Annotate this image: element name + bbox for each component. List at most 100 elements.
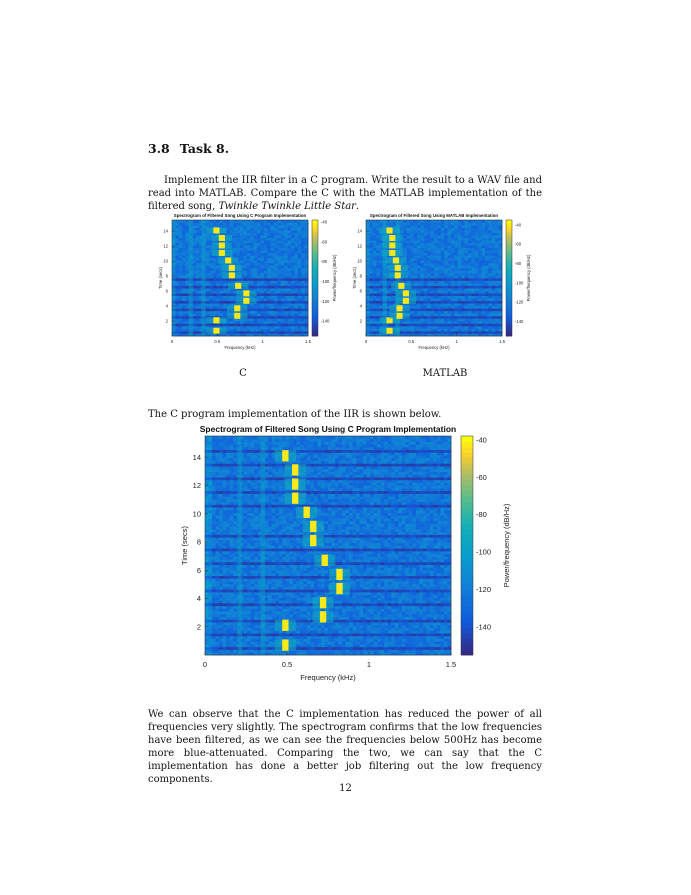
plot-frame [171, 219, 309, 337]
note-mark [382, 242, 403, 249]
note-mark [206, 227, 227, 234]
colorbar-tick-label: -100 [476, 548, 491, 557]
x-axis-label: Frequency (kHz) [225, 345, 257, 350]
section-title: Task 8. [179, 141, 230, 156]
caption-c: C [239, 368, 247, 379]
y-tick-label: 6 [360, 289, 363, 294]
colorbar-tick-label: -80 [321, 259, 328, 264]
y-tick-label: 6 [197, 566, 201, 575]
y-axis-label: Time (secs) [180, 526, 189, 565]
colorbar-tick-label: -60 [515, 242, 522, 247]
colorbar-label: Power/frequency (dB/Hz) [502, 503, 511, 587]
conclusion-paragraph: We can observe that the C implementation… [148, 709, 542, 785]
plot-frame [365, 219, 503, 337]
page-number: 12 [339, 783, 352, 794]
note-mark [284, 492, 306, 504]
colorbar-tick-label: -60 [476, 473, 487, 482]
y-axis-label: Time (secs) [158, 267, 163, 289]
note-mark [218, 257, 239, 264]
x-tick-label: 0.5 [214, 339, 220, 344]
colorbar [311, 219, 319, 337]
y-tick-label: 10 [357, 259, 362, 264]
colorbar-tick-label: -120 [476, 585, 491, 594]
y-tick-label: 2 [360, 319, 363, 324]
note-mark [236, 297, 257, 304]
y-tick-label: 12 [163, 244, 168, 249]
colorbar-tick-label: -120 [515, 300, 524, 305]
note-mark [387, 264, 408, 271]
note-mark [284, 478, 306, 490]
colorbar [505, 219, 513, 337]
colorbar-label: Power/frequency (dB/Hz) [526, 254, 531, 301]
y-tick-label: 2 [197, 622, 201, 631]
x-tick-label: 1 [367, 660, 371, 669]
note-mark [211, 242, 233, 249]
colorbar-tick-label: -140 [476, 623, 491, 632]
note-mark [227, 305, 248, 312]
section-number: 3.8 [148, 141, 170, 156]
y-tick-label: 6 [166, 289, 169, 294]
section-heading: 3.8 Task 8. [148, 141, 229, 156]
chart-title: Spectrogram of Filtered Song Using MATLA… [370, 213, 499, 218]
y-tick-label: 14 [193, 453, 201, 462]
colorbar-tick-label: -100 [515, 280, 524, 285]
x-tick-label: 0 [365, 339, 368, 344]
x-tick-label: 1 [261, 339, 264, 344]
intro-end: . [355, 201, 360, 212]
note-mark [236, 290, 257, 297]
note-mark [328, 582, 351, 595]
y-tick-label: 8 [360, 274, 363, 279]
colorbar-tick-label: -40 [515, 222, 522, 227]
colorbar-tick-label: -140 [321, 319, 330, 324]
y-tick-label: 4 [197, 594, 201, 603]
x-tick-label: 1.5 [499, 339, 505, 344]
y-tick-label: 8 [166, 274, 169, 279]
y-tick-label: 14 [357, 229, 362, 234]
colorbar-tick-label: -40 [321, 219, 328, 224]
song-title: Twinkle Twinkle Little Star [218, 201, 356, 212]
x-tick-label: 0 [203, 660, 207, 669]
note-mark [379, 227, 400, 234]
y-tick-label: 2 [166, 319, 169, 324]
colorbar-tick-label: -60 [321, 239, 328, 244]
spectrogram-c-small: 0 0.5 1 1.5 2 4 6 8 10 12 14 Spectrogram of Filtere… [158, 213, 337, 350]
y-tick-label: 14 [163, 229, 168, 234]
x-tick-label: 0.5 [282, 660, 292, 669]
note-mark [391, 282, 412, 289]
note-mark [385, 257, 407, 264]
note-mark [296, 506, 318, 518]
intro-paragraph: Implement the IIR filter in a C program.… [148, 174, 542, 213]
y-tick-label: 10 [163, 259, 168, 264]
note-mark [389, 305, 410, 312]
note-mark [284, 464, 306, 476]
x-axis-label: Frequency (kHz) [300, 673, 356, 682]
y-axis-label: Time (secs) [352, 267, 357, 289]
note-mark [274, 619, 296, 631]
y-tick-label: 4 [360, 304, 363, 309]
colorbar-tick-label: -140 [515, 319, 524, 324]
colorbar-label: Power/frequency (dB/Hz) [332, 254, 337, 301]
note-mark [382, 249, 403, 256]
note-mark [395, 290, 417, 297]
note-mark [382, 234, 403, 241]
x-axis-label: Frequency (kHz) [419, 345, 451, 350]
note-mark [379, 317, 400, 324]
y-tick-label: 8 [197, 538, 201, 547]
chart-title: Spectrogram of Filtered Song Using C Pro… [200, 424, 456, 434]
y-tick-label: 12 [357, 244, 362, 249]
intro-text: Implement the IIR filter in a C program.… [148, 175, 542, 212]
note-mark [387, 272, 408, 279]
colorbar-tick-label: -100 [321, 279, 330, 284]
spectrogram-cells [205, 436, 452, 656]
note-mark [206, 327, 227, 334]
chart-title: Spectrogram of Filtered Song Using C Pro… [174, 213, 307, 218]
note-mark [274, 639, 296, 651]
mid-paragraph: The C program implementation of the IIR … [148, 409, 442, 420]
note-mark [206, 317, 227, 324]
colorbar-tick-label: -80 [515, 261, 522, 266]
note-mark [312, 611, 334, 623]
note-mark [211, 249, 233, 256]
colorbar-tick-label: -120 [321, 299, 330, 304]
spectrogram-cells [172, 220, 309, 337]
note-mark [221, 272, 243, 279]
